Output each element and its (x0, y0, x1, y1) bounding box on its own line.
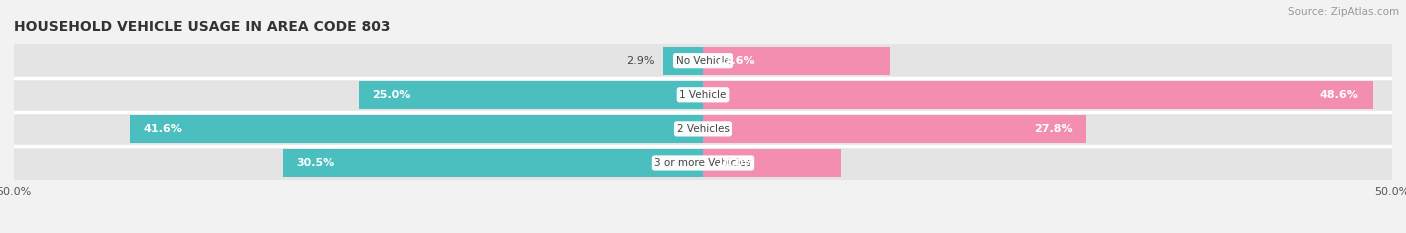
Bar (14, 112, 1392, 145)
Text: 1 Vehicle: 1 Vehicle (679, 90, 727, 100)
Bar (703, 115, 1085, 143)
Bar (703, 47, 890, 75)
Bar (14, 78, 1392, 111)
Bar (703, 149, 841, 177)
Text: 2 Vehicles: 2 Vehicles (676, 124, 730, 134)
Bar (664, 47, 703, 75)
Text: 48.6%: 48.6% (1320, 90, 1358, 100)
Text: 10.0%: 10.0% (717, 158, 755, 168)
Text: 3 or more Vehicles: 3 or more Vehicles (654, 158, 752, 168)
Text: 30.5%: 30.5% (297, 158, 335, 168)
Text: 27.8%: 27.8% (1033, 124, 1073, 134)
Bar (14, 147, 1392, 179)
Bar (703, 81, 1372, 109)
Bar (283, 149, 703, 177)
Bar (129, 115, 703, 143)
Text: No Vehicle: No Vehicle (675, 56, 731, 66)
Bar (359, 81, 703, 109)
Text: 25.0%: 25.0% (373, 90, 411, 100)
Text: 2.9%: 2.9% (626, 56, 655, 66)
Text: 13.6%: 13.6% (717, 56, 755, 66)
Text: HOUSEHOLD VEHICLE USAGE IN AREA CODE 803: HOUSEHOLD VEHICLE USAGE IN AREA CODE 803 (14, 20, 391, 34)
Text: Source: ZipAtlas.com: Source: ZipAtlas.com (1288, 7, 1399, 17)
Text: 41.6%: 41.6% (143, 124, 183, 134)
Bar (14, 44, 1392, 77)
